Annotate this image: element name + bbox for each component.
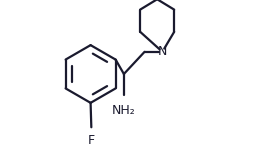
Text: NH₂: NH₂	[112, 104, 136, 117]
Text: N: N	[158, 45, 167, 58]
Text: F: F	[88, 134, 95, 147]
